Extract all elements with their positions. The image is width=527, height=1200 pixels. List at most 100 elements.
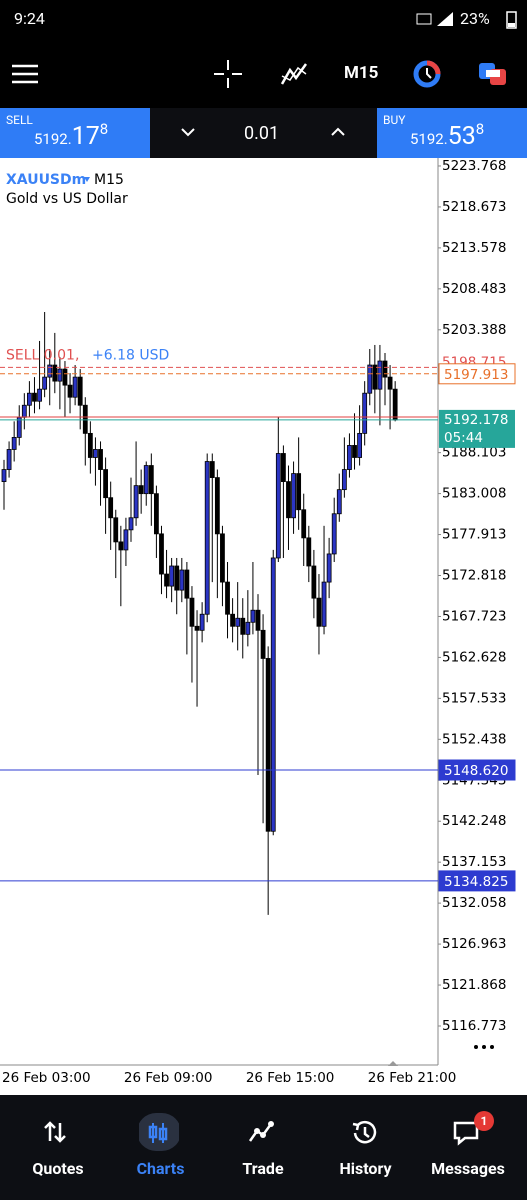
candle-body xyxy=(143,465,149,495)
price-sup: 8 xyxy=(99,120,109,138)
candle-body xyxy=(169,565,175,587)
candle-body xyxy=(184,569,190,599)
candle-body xyxy=(230,613,236,627)
candle-body xyxy=(32,392,37,402)
oneclick-button[interactable] xyxy=(413,60,441,88)
candle-body xyxy=(280,453,286,483)
candle-body xyxy=(362,392,368,434)
candle-body xyxy=(164,573,169,587)
candle-body xyxy=(321,581,327,627)
candle-body xyxy=(204,461,210,615)
candle-body xyxy=(52,364,58,382)
y-tick-label: 5223.768 xyxy=(442,158,506,174)
y-tick-label: 5172.818 xyxy=(442,568,506,584)
nav-icon xyxy=(352,1120,376,1144)
x-tick-label: 26 Feb 09:00 xyxy=(124,1070,213,1086)
more-dots[interactable] xyxy=(474,1045,494,1049)
shift-marker xyxy=(388,1061,398,1066)
candle-body xyxy=(347,445,352,470)
bid-label: 5192.178 xyxy=(444,412,508,428)
position-label: SELL 0.01, xyxy=(6,347,79,363)
volume-down[interactable] xyxy=(180,126,196,138)
nav-item[interactable]: Quotes xyxy=(6,1095,110,1200)
buy-label: BUY xyxy=(383,113,406,127)
nav-item[interactable]: Trade xyxy=(211,1095,315,1200)
candle-body xyxy=(255,609,261,631)
candle-body xyxy=(245,621,251,635)
y-tick-label: 5152.438 xyxy=(442,731,506,747)
y-tick-label: 5203.388 xyxy=(442,322,506,338)
crosshair-button[interactable] xyxy=(214,60,242,88)
candle-body xyxy=(6,449,12,470)
y-tick-label: 5142.248 xyxy=(442,813,506,829)
nav-item[interactable]: Charts xyxy=(109,1095,213,1200)
candle-body xyxy=(113,517,119,543)
signal-icon xyxy=(416,12,453,26)
candle-body xyxy=(1,469,7,483)
position-profit: +6.18 USD xyxy=(92,347,169,363)
candle-body xyxy=(103,469,108,499)
y-tick-label: 5208.483 xyxy=(442,281,506,297)
candle-body xyxy=(275,453,281,559)
candle-body xyxy=(133,485,139,519)
candle-body xyxy=(128,517,134,531)
indicators-button[interactable] xyxy=(280,60,308,88)
candle-body xyxy=(93,449,98,458)
y-tick-label: 5183.008 xyxy=(442,486,506,502)
candle-body xyxy=(37,388,42,402)
nav-label: History xyxy=(339,1159,392,1178)
candle-body xyxy=(67,384,73,398)
candle-body xyxy=(108,497,114,519)
nav-item[interactable]: Messages 1 xyxy=(416,1095,520,1200)
candle-body xyxy=(286,481,291,519)
timeframe: M15 xyxy=(94,172,124,188)
candle-body xyxy=(26,392,32,406)
candle-body xyxy=(220,533,225,583)
x-tick-label: 26 Feb 15:00 xyxy=(246,1070,335,1086)
level-label: 5134.825 xyxy=(444,874,508,890)
buy-button[interactable]: BUY 5192.538 xyxy=(377,108,527,158)
level-label: 5197.913 xyxy=(444,367,508,383)
description: Gold vs US Dollar xyxy=(6,191,128,207)
candle-body xyxy=(148,465,154,495)
nav-icon xyxy=(44,1121,66,1143)
y-tick-label: 5188.103 xyxy=(442,445,506,461)
candle-body xyxy=(367,364,373,394)
nav-label: Charts xyxy=(136,1159,185,1178)
candle-body xyxy=(199,613,205,631)
candle-body xyxy=(72,376,78,398)
x-tick-label: 26 Feb 21:00 xyxy=(368,1070,457,1086)
y-tick-label: 5167.723 xyxy=(442,608,506,624)
candle-body xyxy=(87,432,93,458)
toolbar: M15 xyxy=(0,40,527,108)
sell-price: 5192.178 xyxy=(34,120,108,151)
candle-body xyxy=(62,368,68,386)
badge: 1 xyxy=(474,1111,494,1131)
bid-label-box xyxy=(439,409,515,448)
y-tick-label: 5116.773 xyxy=(442,1018,506,1034)
candle-body xyxy=(214,477,220,535)
candle-body xyxy=(138,485,144,495)
price-head: 5192. xyxy=(410,130,448,148)
sell-button[interactable]: SELL 5192.178 xyxy=(0,108,150,158)
candle-body xyxy=(209,461,215,478)
candle-body xyxy=(291,473,296,519)
volume-up[interactable] xyxy=(330,126,346,138)
candle-body xyxy=(77,376,83,406)
trade-button[interactable] xyxy=(478,62,508,86)
y-tick-label: 5177.913 xyxy=(442,527,506,543)
timeframe-button[interactable]: M15 xyxy=(344,63,379,83)
candle-body xyxy=(326,553,332,583)
nav-item[interactable]: History xyxy=(314,1095,418,1200)
clock: 9:24 xyxy=(14,9,45,28)
menu-button[interactable] xyxy=(12,64,40,84)
price-sup: 8 xyxy=(475,120,485,138)
volume[interactable]: 0.01 xyxy=(244,123,280,144)
battery: 23% xyxy=(460,9,490,28)
candle-body xyxy=(260,629,266,659)
timer: 05:44 xyxy=(444,430,483,446)
battery-icon xyxy=(506,11,517,29)
symbol-dropdown[interactable] xyxy=(84,177,90,182)
buy-price: 5192.538 xyxy=(410,120,484,151)
candle-body xyxy=(331,513,337,555)
